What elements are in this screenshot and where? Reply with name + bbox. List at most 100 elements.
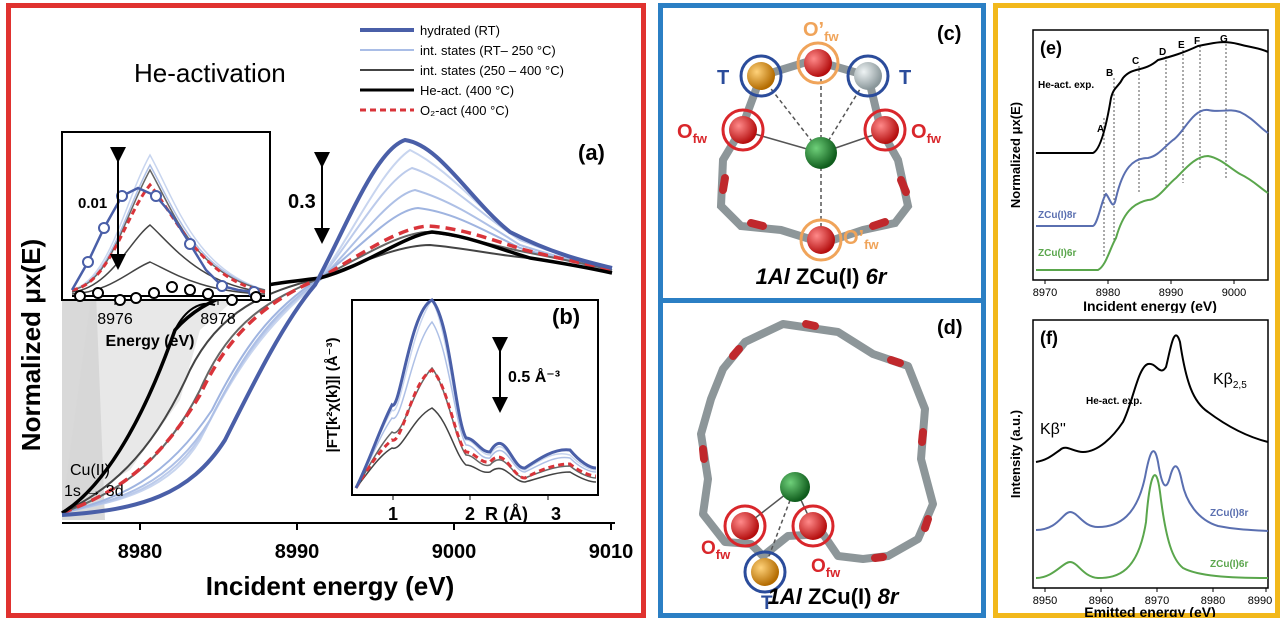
preedge-label-2: 1s → 3d xyxy=(64,483,124,500)
panel-d-caption-c: 8r xyxy=(878,584,900,609)
e-ylabel: Normalized μx(E) xyxy=(1008,102,1023,208)
panel-b-letter: (b) xyxy=(552,304,580,329)
svg-text:Ofw: Ofw xyxy=(701,538,731,562)
panel-c-caption-c: 6r xyxy=(866,264,888,289)
f-xtick-5: 8990 xyxy=(1248,595,1272,607)
panel-c-label-opfw-top: O’ xyxy=(803,19,824,41)
legend-he-act: He-act. (400 °C) xyxy=(420,83,514,98)
svg-text:Ofw: Ofw xyxy=(911,121,942,146)
inset-a-scale-label: 0.01 xyxy=(78,195,107,212)
f-label-exp: He-act. exp. xyxy=(1086,396,1142,407)
f-xtick-3: 8970 xyxy=(1145,595,1169,607)
inset-a-xtick-2: 8978 xyxy=(200,311,236,328)
e-spectrum-exp xyxy=(1036,41,1269,154)
panel-a-xlabel: Incident energy (eV) xyxy=(206,571,455,601)
svg-text:Ofw: Ofw xyxy=(677,121,708,146)
panel-a-xtick-3: 9000 xyxy=(432,541,477,563)
inset-b-xtick-1: 1 xyxy=(388,504,398,524)
svg-text:O’fw: O’fw xyxy=(803,19,839,44)
panel-frame-left xyxy=(6,3,646,618)
f-peak-kb25: Kβ xyxy=(1213,371,1233,388)
inset-a-xlabel: Energy (eV) xyxy=(106,333,195,350)
f-xtick-4: 8980 xyxy=(1201,595,1225,607)
e-xlabel: Incident energy (eV) xyxy=(1083,298,1217,313)
legend-int-dark: int. states (250 – 400 °C) xyxy=(420,63,564,78)
feature-f: F xyxy=(1194,36,1200,47)
svg-text:1Al ZCu(I) 8r: 1Al ZCu(I) 8r xyxy=(768,584,900,609)
f-label-8r: ZCu(I)8r xyxy=(1210,508,1248,519)
e-xtick-4: 9000 xyxy=(1222,287,1246,299)
spectrum-o2-act xyxy=(61,224,613,515)
panel-a-scale-label: 0.3 xyxy=(288,191,316,213)
f-xtick-2: 8960 xyxy=(1089,595,1113,607)
f-spectrum-6r xyxy=(1035,474,1269,580)
panel-e-letter: (e) xyxy=(1040,38,1062,58)
panel-c-letter: (c) xyxy=(937,23,961,45)
spectrum-int-light-2 xyxy=(61,166,613,513)
panel-d-label-ofw-right: O xyxy=(811,556,826,577)
inset-a: 0.01 8976 8978 Energy (eV) xyxy=(61,131,271,350)
preedge-label-1: Cu(II) xyxy=(70,462,110,479)
panel-c-label-t-left: T xyxy=(717,67,729,89)
panel-d-caption-b: ZCu(I) xyxy=(802,584,878,609)
panel-a-legend: hydrated (RT) int. states (RT– 250 °C) i… xyxy=(360,23,564,118)
panel-f-chart: (f) Kβ2,5 Kβ'' He-act. exp. ZCu(I)8r ZCu… xyxy=(1008,319,1272,617)
legend-int-light: int. states (RT– 250 °C) xyxy=(420,43,556,58)
feature-c: C xyxy=(1132,56,1139,67)
panel-d-label-t: T xyxy=(761,593,773,614)
svg-text:1Al ZCu(I) 6r: 1Al ZCu(I) 6r xyxy=(756,264,888,289)
f-label-6r: ZCu(I)6r xyxy=(1210,559,1248,570)
panel-c-label-ofw-right: O xyxy=(911,121,927,143)
inset-b: 0.5 Å⁻³ (b) 1 2 R (Å) 3 |FT[k²χ(k)]| (Å⁻… xyxy=(324,298,599,524)
e-label-8r: ZCu(I)8r xyxy=(1038,210,1076,221)
f-spectrum-exp xyxy=(1035,334,1269,463)
legend-hydrated: hydrated (RT) xyxy=(420,23,500,38)
feature-a: A xyxy=(1097,124,1104,135)
panel-d-structure: (d) Ofw Ofw T 1Al ZCu(I) 8r xyxy=(697,317,963,614)
inset-b-scale-label: 0.5 Å⁻³ xyxy=(508,367,560,386)
feature-e: E xyxy=(1178,40,1185,51)
inset-b-xtick-3: 3 xyxy=(551,504,561,524)
panel-c-caption-b: ZCu(I) xyxy=(790,264,866,289)
e-label-6r: ZCu(I)6r xyxy=(1038,248,1076,259)
panel-a-xtick-2: 8990 xyxy=(275,541,320,563)
panel-a-letter: (a) xyxy=(578,140,605,165)
svg-text:Ofw: Ofw xyxy=(811,556,841,580)
panel-a-ylabel: Normalized μx(E) xyxy=(16,239,46,451)
spectrum-hydrated xyxy=(61,137,613,517)
inset-b-ylabel: |FT[k²χ(k)]| (Å⁻³) xyxy=(324,338,341,453)
panel-c-caption-a: 1Al xyxy=(756,264,791,289)
svg-text:Kβ2,5: Kβ2,5 xyxy=(1213,371,1247,391)
f-xlabel: Emitted energy (eV) xyxy=(1084,604,1215,617)
panel-a-xtick-4: 9010 xyxy=(589,541,634,563)
feature-g: G xyxy=(1220,34,1228,45)
panel-a-xtick-1: 8980 xyxy=(118,541,163,563)
panel-c-structure: (c) T T O’fw Ofw Ofw O’fw 1Al ZCu(I) 6r xyxy=(677,19,961,289)
panel-e-chart: (e) A B C D E F G He-act. exp. ZCu(I)8r … xyxy=(1008,29,1269,313)
panel-c-label-t-right: T xyxy=(899,67,911,89)
inset-he-markers xyxy=(74,281,262,306)
panel-a-xtick-marks xyxy=(139,523,612,530)
legend-o2-act: O₂-act (400 °C) xyxy=(420,103,509,118)
f-ylabel: Intensity (a.u.) xyxy=(1008,410,1023,498)
e-xtick-1: 8970 xyxy=(1033,287,1057,299)
panel-frame-right xyxy=(993,3,1280,618)
f-peak-kb2: Kβ'' xyxy=(1040,421,1066,438)
spectrum-int-light-3 xyxy=(61,188,613,514)
panel-d-label-ofw-left: O xyxy=(701,538,716,559)
inset-b-xtick-2: 2 xyxy=(465,504,475,524)
inset-b-xlabel: R (Å) xyxy=(485,504,528,524)
panel-a-spectra xyxy=(61,137,613,517)
panel-a-title: He-activation xyxy=(134,58,286,88)
panel-a-chart: 8980 8990 9000 9010 Incident energy (eV)… xyxy=(16,23,634,601)
spectrum-int-light-4 xyxy=(61,206,613,514)
f-spectrum-8r xyxy=(1035,450,1269,532)
e-xtick-3: 8990 xyxy=(1159,287,1183,299)
e-spectrum-6r xyxy=(1036,154,1269,271)
spectrum-he-act xyxy=(61,230,613,515)
inset-a-xtick-1: 8976 xyxy=(97,311,133,328)
panel-d-caption-a: 1Al xyxy=(768,584,803,609)
f-xtick-1: 8950 xyxy=(1033,595,1057,607)
e-spectrum-8r xyxy=(1036,108,1269,227)
panel-c-label-ofw-left: O xyxy=(677,121,693,143)
